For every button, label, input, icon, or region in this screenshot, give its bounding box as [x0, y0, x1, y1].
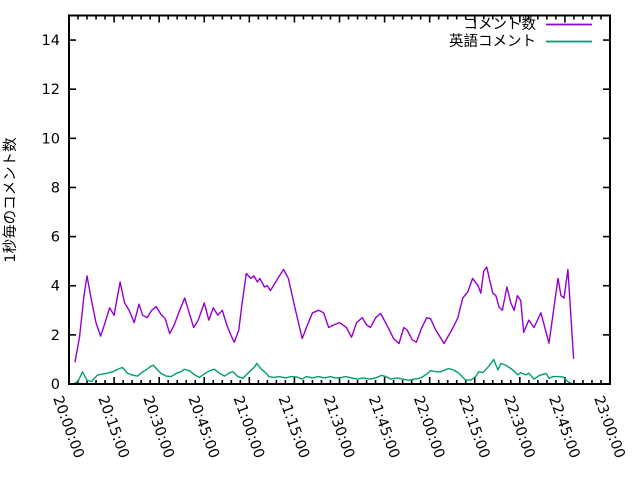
- y-axis-tick-label: 10: [42, 131, 60, 147]
- y-axis-tick-label: 8: [51, 180, 60, 196]
- y-axis-tick-label: 14: [42, 33, 60, 49]
- y-axis-tick-label: 12: [42, 82, 60, 98]
- series-line-comments: [74, 266, 575, 363]
- series-line-english-comments: [74, 358, 573, 385]
- y-axis-tick-label: 2: [51, 328, 60, 344]
- y-axis-title: 1秒毎のコメント数: [2, 137, 19, 263]
- legend-label: 英語コメント: [449, 32, 536, 50]
- plot-border: [68, 14, 611, 385]
- y-axis-tick-label: 0: [51, 377, 60, 393]
- legend-label: コメント数: [464, 16, 537, 33]
- y-axis-tick-label: 6: [51, 230, 60, 246]
- y-axis-tick-label: 4: [51, 279, 60, 295]
